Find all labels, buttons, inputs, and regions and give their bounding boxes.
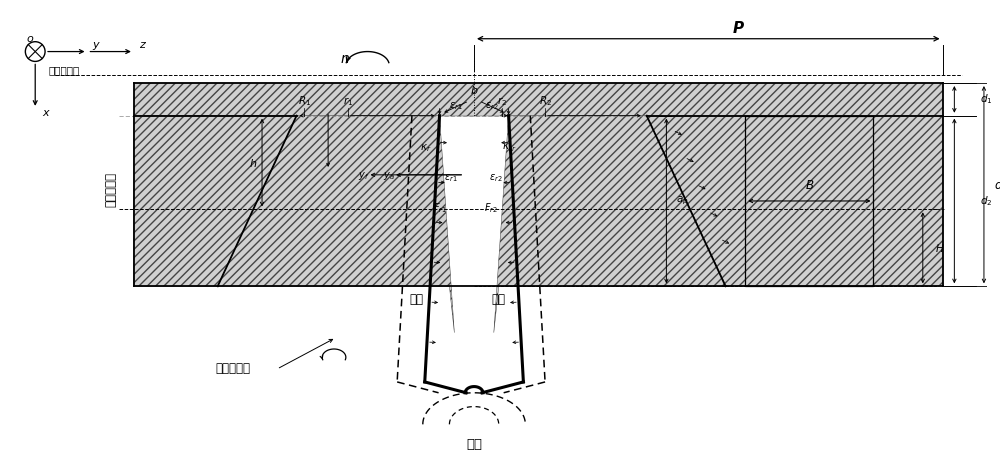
Text: 机床坐标系: 机床坐标系 <box>48 65 79 75</box>
Text: 已加工表面: 已加工表面 <box>215 362 250 375</box>
Text: $a_p$: $a_p$ <box>676 195 689 207</box>
Text: 待加工表面: 待加工表面 <box>105 172 118 207</box>
Polygon shape <box>494 116 726 333</box>
Text: $\varepsilon_{r2}$: $\varepsilon_{r2}$ <box>485 100 499 112</box>
Polygon shape <box>218 116 454 333</box>
Text: $b$: $b$ <box>470 84 478 96</box>
Text: $r_2$: $r_2$ <box>497 95 507 107</box>
Text: x: x <box>42 108 49 118</box>
Polygon shape <box>134 116 297 286</box>
Text: 右刃: 右刃 <box>492 293 506 306</box>
Text: 刃具: 刃具 <box>466 438 482 451</box>
Text: $y_f$: $y_f$ <box>358 170 369 182</box>
Text: $\kappa_r$: $\kappa_r$ <box>420 142 431 154</box>
Text: $\kappa'_r$: $\kappa'_r$ <box>502 140 516 154</box>
Text: n: n <box>341 53 350 67</box>
Text: $B$: $B$ <box>805 179 814 192</box>
Text: $d$: $d$ <box>994 178 1000 192</box>
Text: $y_a$: $y_a$ <box>383 170 395 182</box>
Text: $d_1$: $d_1$ <box>980 92 993 106</box>
Text: P: P <box>732 21 743 36</box>
Text: y: y <box>92 39 99 50</box>
Polygon shape <box>134 116 297 286</box>
Text: $\varepsilon_{r2}$: $\varepsilon_{r2}$ <box>489 172 502 183</box>
Polygon shape <box>647 116 943 286</box>
Text: $\varepsilon_{r1}$: $\varepsilon_{r1}$ <box>444 172 458 183</box>
Text: $\varepsilon_{r1}$: $\varepsilon_{r1}$ <box>449 100 463 112</box>
Text: $F_{r2}$: $F_{r2}$ <box>484 201 498 215</box>
Text: $d_2$: $d_2$ <box>980 194 992 208</box>
Text: 左刃: 左刃 <box>410 293 424 306</box>
Text: $R_2$: $R_2$ <box>539 94 552 107</box>
Text: z: z <box>139 39 145 50</box>
Text: $F_{r1}$: $F_{r1}$ <box>433 201 447 215</box>
Text: $h$: $h$ <box>249 157 257 168</box>
Text: $H$: $H$ <box>935 242 944 254</box>
Polygon shape <box>134 83 943 116</box>
Text: o: o <box>26 34 33 44</box>
Text: $R_1$: $R_1$ <box>298 94 311 107</box>
Text: $r_1$: $r_1$ <box>343 95 353 107</box>
